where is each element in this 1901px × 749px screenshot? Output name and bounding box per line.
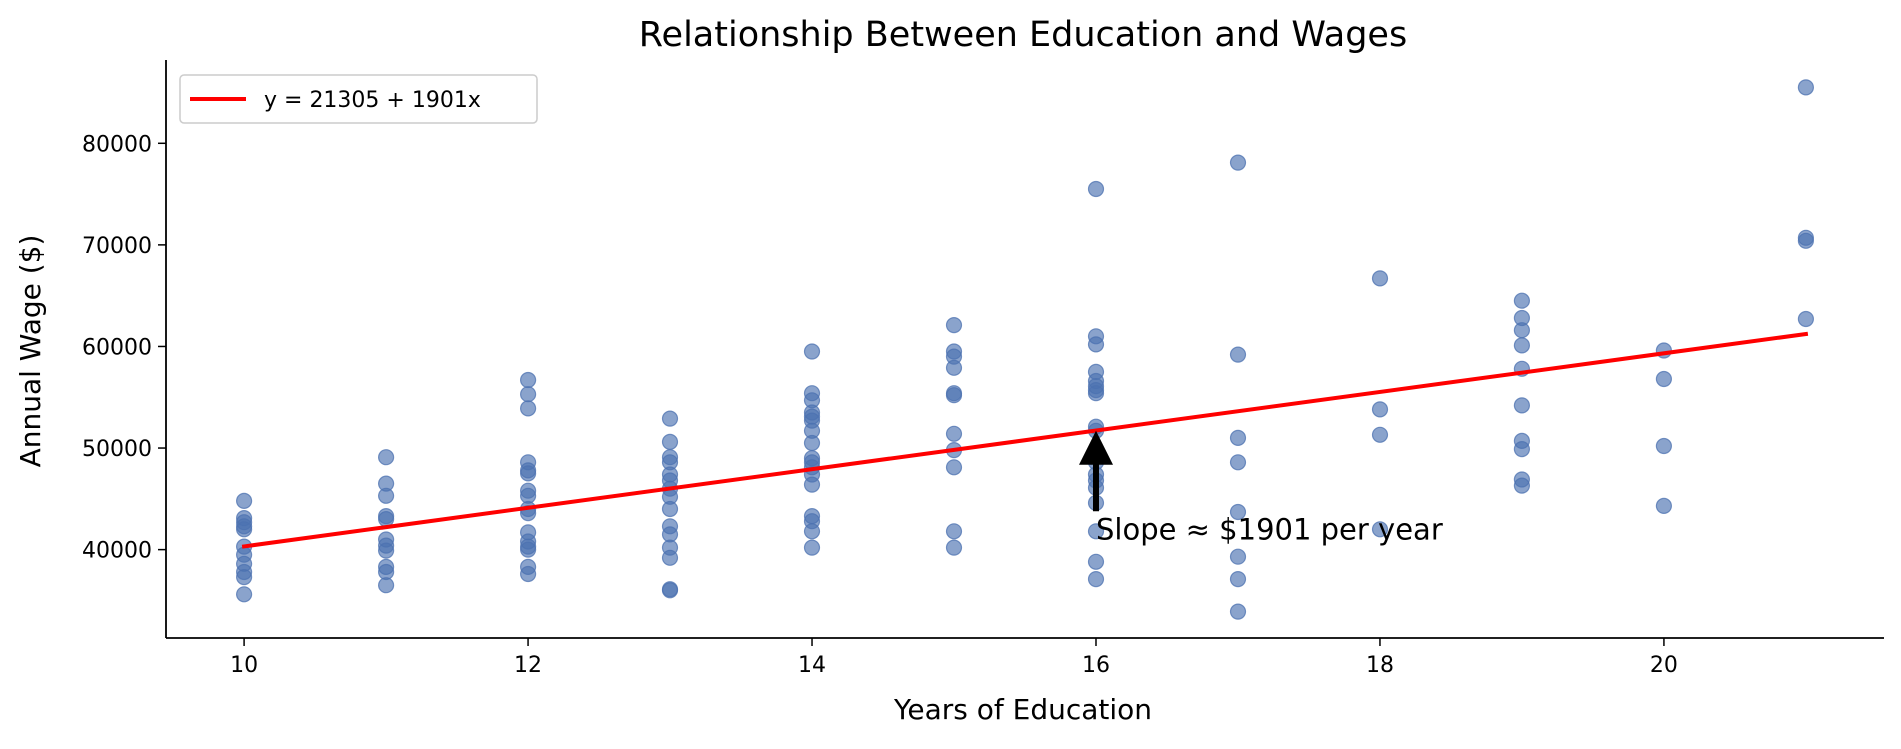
y-axis-title: Annual Wage ($) [14, 235, 47, 468]
x-tick-label: 18 [1366, 653, 1394, 678]
scatter-point [1513, 477, 1531, 494]
scatter-point [1513, 397, 1531, 414]
axes: 10 12 14 16 18 20 40000 50000 60000 70000 80000 [82, 60, 1884, 678]
scatter-point [519, 565, 537, 583]
scatter-point [1229, 454, 1247, 471]
x-tick-label: 20 [1650, 653, 1678, 678]
y-tick-label: 50000 [82, 437, 152, 462]
scatter-point [1655, 370, 1673, 388]
scatter-point [1087, 180, 1105, 198]
scatter-point [378, 487, 395, 504]
scatter-point [945, 359, 963, 376]
scatter-point [1371, 521, 1389, 538]
x-axis-title: Years of Education [893, 693, 1152, 726]
scatter-point [661, 582, 679, 599]
scatter-point [519, 541, 537, 558]
scatter-point [945, 317, 963, 334]
scatter-point [519, 386, 537, 403]
legend-label-fit-line: y = 21305 + 1901x [264, 88, 481, 113]
scatter-point [1513, 441, 1531, 458]
scatter-point [1229, 570, 1247, 588]
scatter-point [1087, 523, 1105, 540]
scatter-point [236, 492, 253, 509]
scatter-point [1229, 603, 1247, 620]
scatter-point [519, 400, 537, 417]
scatter-point [1797, 232, 1815, 249]
scatter-point [378, 449, 395, 466]
scatter-point [945, 387, 963, 404]
y-tick-label: 40000 [82, 539, 152, 564]
scatter-point [661, 433, 679, 450]
scatter-point [803, 476, 821, 493]
annotation-text: Slope ≈ $1901 per year [1096, 512, 1443, 546]
scatter-point [236, 521, 253, 538]
scatter-point [945, 425, 963, 442]
scatter-point [378, 542, 395, 559]
y-tick-label: 60000 [82, 335, 152, 360]
scatter-point [1229, 429, 1247, 446]
scatter-point [1513, 292, 1531, 309]
scatter-point [1371, 426, 1389, 443]
scatter-point [803, 523, 821, 540]
plot-area: Slope ≈ $1901 per year [236, 79, 1815, 620]
scatter-point [1229, 548, 1247, 565]
scatter-point [1797, 79, 1815, 96]
scatter-point [519, 371, 537, 389]
scatter-point [803, 434, 821, 452]
scatter-point [236, 586, 253, 603]
y-tick-label: 70000 [82, 234, 152, 259]
scatter-point [236, 568, 253, 586]
scatter-point [1087, 570, 1105, 588]
scatter-point [1229, 154, 1247, 171]
legend: y = 21305 + 1901x [179, 74, 538, 124]
scatter-point [1797, 310, 1815, 328]
scatter-point [1655, 437, 1673, 455]
x-tick-label: 12 [514, 653, 542, 678]
scatter-point [1229, 346, 1247, 363]
scatter-point [1087, 385, 1105, 402]
scatter-point [1087, 553, 1105, 570]
y-tick-label: 80000 [82, 132, 152, 157]
scatter-point [1513, 337, 1531, 354]
scatter-point [519, 465, 537, 482]
scatter-point [661, 410, 679, 427]
scatter-point [945, 459, 963, 476]
scatter-point [378, 510, 395, 528]
annotation-arrow-head [1078, 430, 1113, 465]
scatter-point [803, 343, 821, 360]
scatter-point [1371, 270, 1389, 287]
scatter-point [1655, 497, 1673, 514]
x-tick-label: 16 [1082, 653, 1110, 678]
x-tick-label: 14 [798, 653, 826, 678]
chart-title: Relationship Between Education and Wages [639, 15, 1407, 55]
scatter-point [378, 577, 395, 594]
scatter-point [661, 500, 679, 518]
scatter-point [803, 539, 821, 556]
scatter-point [661, 549, 679, 566]
scatter-point [1087, 336, 1105, 353]
x-tick-label: 10 [230, 653, 258, 678]
scatter-point [1371, 401, 1389, 418]
regression-line [241, 331, 1809, 549]
scatter-point [1229, 503, 1247, 521]
legend-box [179, 74, 538, 124]
scatter-point [945, 539, 963, 556]
scatter-point [1513, 322, 1531, 339]
scatter-point [945, 523, 963, 540]
